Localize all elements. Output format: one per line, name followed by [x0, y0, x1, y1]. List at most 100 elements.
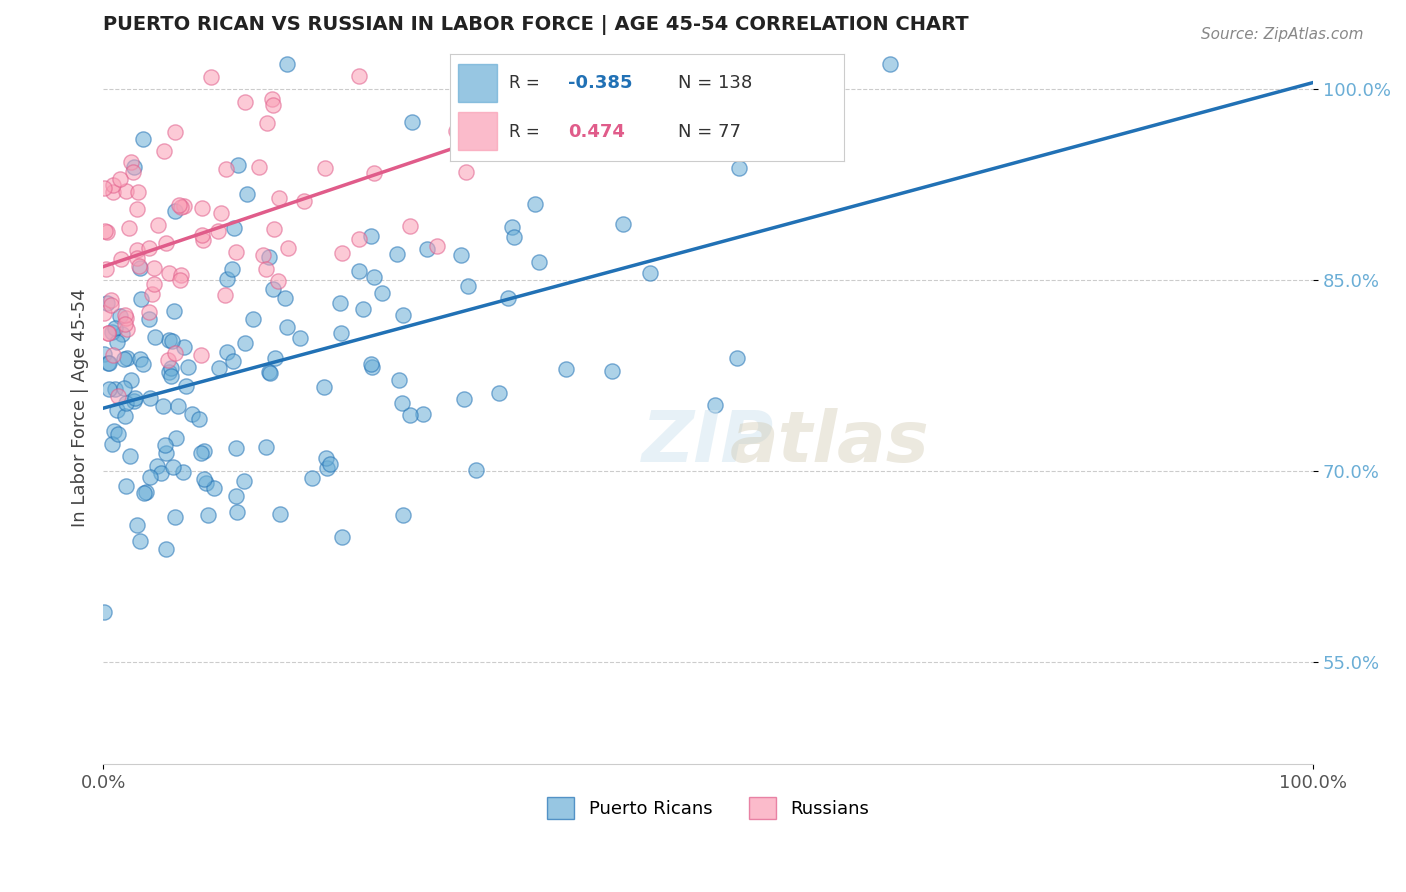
Point [111, 326, 134, 341]
Point [93, 605, 115, 619]
Point [360, 357, 382, 371]
Point [232, 475, 254, 489]
Point [107, 388, 129, 402]
Point [143, 277, 166, 292]
Point [132, 132, 155, 146]
Point [391, 508, 413, 522]
Point [132, 357, 155, 371]
Point [704, 397, 727, 411]
Point [115, 396, 138, 410]
Point [352, 302, 374, 317]
Point [100, 326, 122, 340]
Point [259, 366, 281, 380]
Point [115, 185, 138, 199]
Point [412, 407, 434, 421]
Point [399, 408, 422, 422]
Point [574, 56, 596, 70]
Point [602, 364, 624, 378]
Point [527, 255, 550, 269]
Point [252, 248, 274, 262]
Point [155, 236, 177, 251]
Point [488, 385, 510, 400]
Point [127, 244, 149, 258]
Point [329, 296, 352, 310]
Point [165, 432, 187, 446]
Point [725, 351, 748, 365]
Point [157, 266, 180, 280]
Point [215, 162, 238, 177]
Point [266, 274, 288, 288]
Point [200, 70, 222, 85]
Point [450, 248, 472, 262]
Point [631, 133, 654, 147]
Bar [458, 64, 498, 102]
Point [129, 351, 152, 366]
Point [97, 326, 120, 340]
Point [330, 246, 353, 260]
Point [193, 233, 215, 247]
Point [120, 450, 142, 464]
Text: -0.385: -0.385 [568, 75, 633, 93]
Point [173, 199, 195, 213]
Point [274, 291, 297, 305]
Point [143, 330, 166, 344]
Point [363, 270, 385, 285]
Point [399, 219, 422, 233]
Point [401, 114, 423, 128]
Point [155, 438, 177, 452]
Point [93, 306, 115, 320]
Point [217, 345, 239, 359]
Point [226, 158, 249, 172]
Point [312, 380, 335, 394]
Point [100, 298, 122, 312]
Text: R =: R = [509, 123, 546, 141]
Point [138, 241, 160, 255]
Point [301, 471, 323, 485]
Point [115, 311, 138, 326]
Point [292, 194, 315, 209]
Point [262, 282, 284, 296]
Point [391, 396, 413, 410]
Point [103, 424, 125, 438]
Point [114, 318, 136, 332]
Point [276, 56, 298, 70]
Point [257, 250, 280, 264]
Y-axis label: In Labor Force | Age 45-54: In Labor Force | Age 45-54 [72, 288, 89, 526]
Point [105, 402, 128, 417]
Point [93, 346, 115, 360]
Point [174, 378, 197, 392]
Point [347, 264, 370, 278]
Point [277, 241, 299, 255]
Point [129, 534, 152, 549]
Point [96, 295, 118, 310]
Point [120, 373, 142, 387]
Legend: Puerto Ricans, Russians: Puerto Ricans, Russians [540, 789, 876, 826]
Point [181, 408, 204, 422]
Point [146, 218, 169, 232]
Point [146, 459, 169, 474]
Point [392, 308, 415, 322]
Point [107, 426, 129, 441]
Point [290, 331, 312, 345]
Point [191, 201, 214, 215]
Point [191, 228, 214, 243]
Point [197, 508, 219, 522]
Text: Source: ZipAtlas.com: Source: ZipAtlas.com [1201, 27, 1364, 42]
Point [330, 530, 353, 544]
Point [170, 200, 193, 214]
Point [122, 160, 145, 174]
Point [125, 202, 148, 216]
Point [97, 356, 120, 370]
Point [125, 518, 148, 533]
Point [93, 181, 115, 195]
Point [156, 353, 179, 368]
Point [97, 356, 120, 370]
Point [329, 326, 352, 341]
Point [257, 365, 280, 379]
Point [264, 351, 287, 366]
Point [453, 392, 475, 406]
Point [132, 486, 155, 500]
Point [96, 262, 118, 277]
Point [159, 368, 181, 383]
Point [160, 360, 183, 375]
